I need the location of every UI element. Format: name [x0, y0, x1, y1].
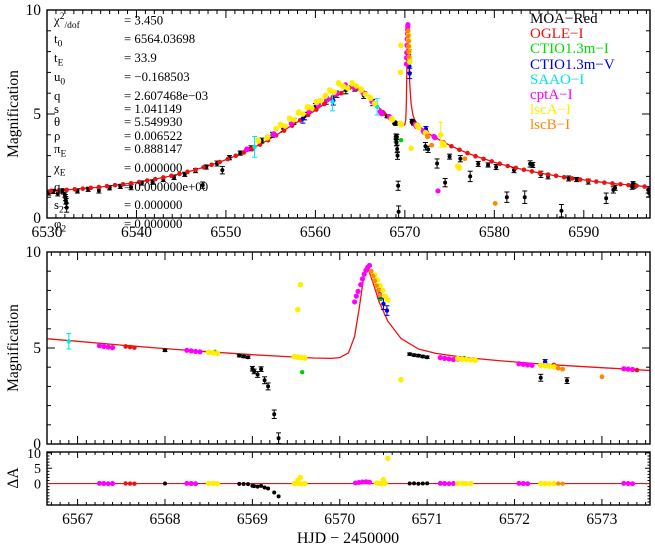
- legend-item: lscB−I: [530, 117, 571, 134]
- svg-text:6530: 6530: [32, 224, 63, 241]
- panel-p2: 0 5 10: [26, 244, 651, 453]
- series-CTIO1.3m−I: [389, 58, 420, 143]
- svg-text:10: 10: [26, 244, 42, 261]
- series-OGLE−I: [48, 85, 647, 194]
- svg-text:10: 10: [27, 447, 41, 462]
- series-lscA−I: [205, 455, 557, 487]
- legend-item: OGLE−I: [530, 26, 584, 43]
- svg-text:6570: 6570: [389, 224, 420, 241]
- fit-parameter: t0 = 6564.03698: [54, 32, 196, 50]
- fit-parameter: πE = 0.888147: [54, 141, 183, 160]
- fit-parameter: φ2 = 0.000000: [54, 217, 183, 235]
- series-MOA−Red: [162, 348, 570, 444]
- fit-parameter: u0 = −0.168503: [54, 69, 190, 88]
- svg-text:6560: 6560: [300, 224, 331, 241]
- svg-text:5: 5: [33, 340, 41, 357]
- svg-text:0: 0: [33, 210, 41, 227]
- fit-parameter: s2 = 0.000000: [54, 198, 183, 216]
- svg-text:10: 10: [26, 2, 42, 19]
- legend: MOA−Red OGLE−I CTIO1.3m−I CTIO1.3m−V SAAO−I c…: [530, 11, 615, 134]
- fit-parameter: q2 = 0.000000e+00: [54, 179, 209, 198]
- svg-text:6540: 6540: [121, 224, 152, 241]
- y-axis-label-zoom: Magnification: [5, 304, 22, 392]
- panel-p1: 6530 6540 6550 6560 6570 6580 6590 0 5 10: [26, 2, 651, 241]
- svg-text:6572: 6572: [499, 511, 530, 528]
- x-axis-label: HJD − 2450000: [296, 530, 400, 547]
- svg-text:6590: 6590: [568, 224, 599, 241]
- fit-parameter: χ2/dof = 3.450: [54, 12, 164, 31]
- fit-parameter: χE = 0.000000: [54, 160, 183, 179]
- svg-text:6568: 6568: [149, 511, 180, 528]
- fit-parameter: s = 1.041149: [54, 101, 182, 116]
- series-lscA−I: [205, 272, 557, 383]
- svg-text:5: 5: [34, 462, 41, 477]
- series-lscA−I: [255, 32, 463, 171]
- svg-text:6569: 6569: [237, 511, 268, 528]
- svg-text:5: 5: [33, 106, 41, 123]
- series-lscB−I: [368, 268, 605, 380]
- legend-item: CTIO1.3m−I: [530, 41, 609, 58]
- fit-parameter: tE = 33.9: [54, 50, 157, 69]
- series-lscB−I: [556, 481, 565, 486]
- legend-item: MOA−Red: [530, 11, 598, 27]
- svg-text:0: 0: [34, 478, 41, 493]
- svg-text:0: 0: [33, 436, 41, 453]
- svg-text:6573: 6573: [586, 511, 617, 528]
- svg-text:6550: 6550: [210, 224, 241, 241]
- y-axis-label-top: Magnification: [5, 70, 22, 158]
- series-cptA−I: [96, 479, 636, 487]
- fit-parameter: q = 2.607468e−03: [54, 88, 209, 103]
- series-SAAO−I: [66, 333, 72, 350]
- y-axis-label-residual: ΔA: [5, 467, 22, 489]
- svg-text:6567: 6567: [62, 511, 93, 528]
- series-CTIO1.3m−V: [377, 287, 548, 365]
- svg-text:6580: 6580: [479, 224, 510, 241]
- legend-item: CTIO1.3m−V: [530, 56, 615, 73]
- series-MOA−Red: [162, 481, 430, 499]
- fit-parameter: θ = 5.549930: [54, 115, 183, 130]
- svg-text:6571: 6571: [412, 511, 443, 528]
- fit-parameters: χ2/dof = 3.450 t0 = 6564.03698 tE = 33.9 u0 = −…: [54, 11, 208, 237]
- series-lscB−I: [405, 28, 498, 206]
- legend-item: SAAO−I: [530, 71, 585, 88]
- series-cptA−I: [96, 262, 636, 373]
- legend-item: lscA−I: [530, 102, 571, 119]
- svg-text:6570: 6570: [324, 511, 355, 528]
- series-CTIO1.3m−I: [212, 296, 467, 375]
- fit-parameter: ρ = 0.006522: [54, 128, 183, 143]
- legend-item: cptA−I: [530, 87, 573, 104]
